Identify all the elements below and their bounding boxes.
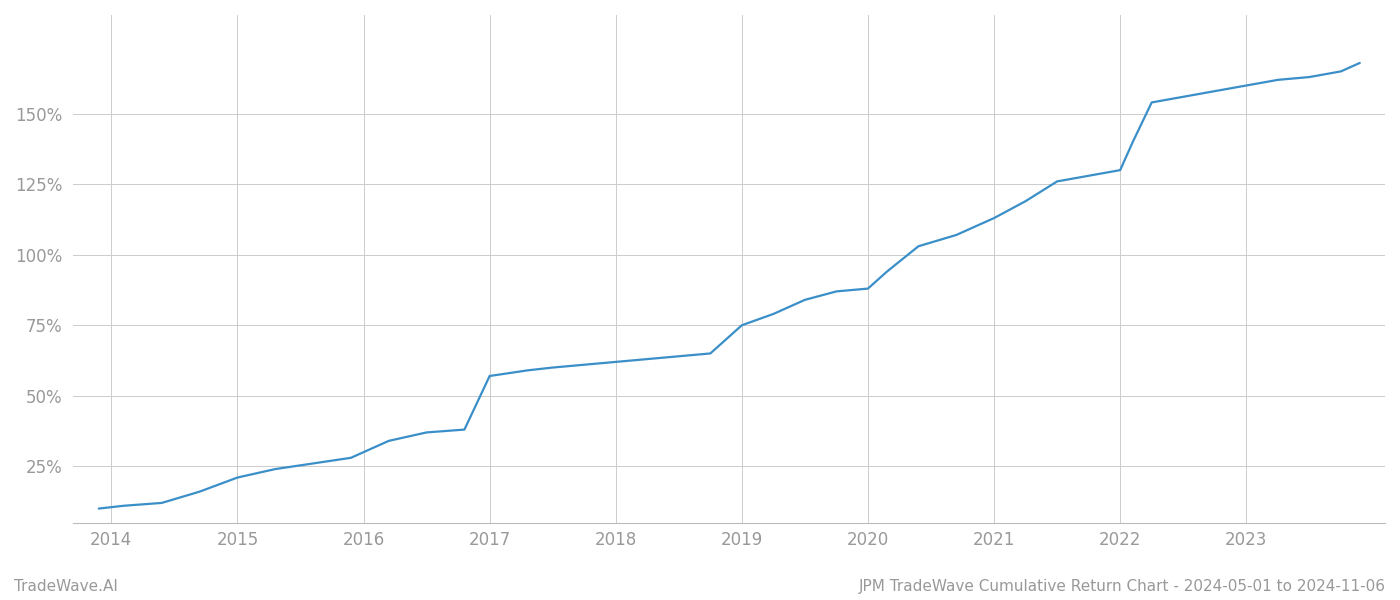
Text: TradeWave.AI: TradeWave.AI — [14, 579, 118, 594]
Text: JPM TradeWave Cumulative Return Chart - 2024-05-01 to 2024-11-06: JPM TradeWave Cumulative Return Chart - … — [860, 579, 1386, 594]
